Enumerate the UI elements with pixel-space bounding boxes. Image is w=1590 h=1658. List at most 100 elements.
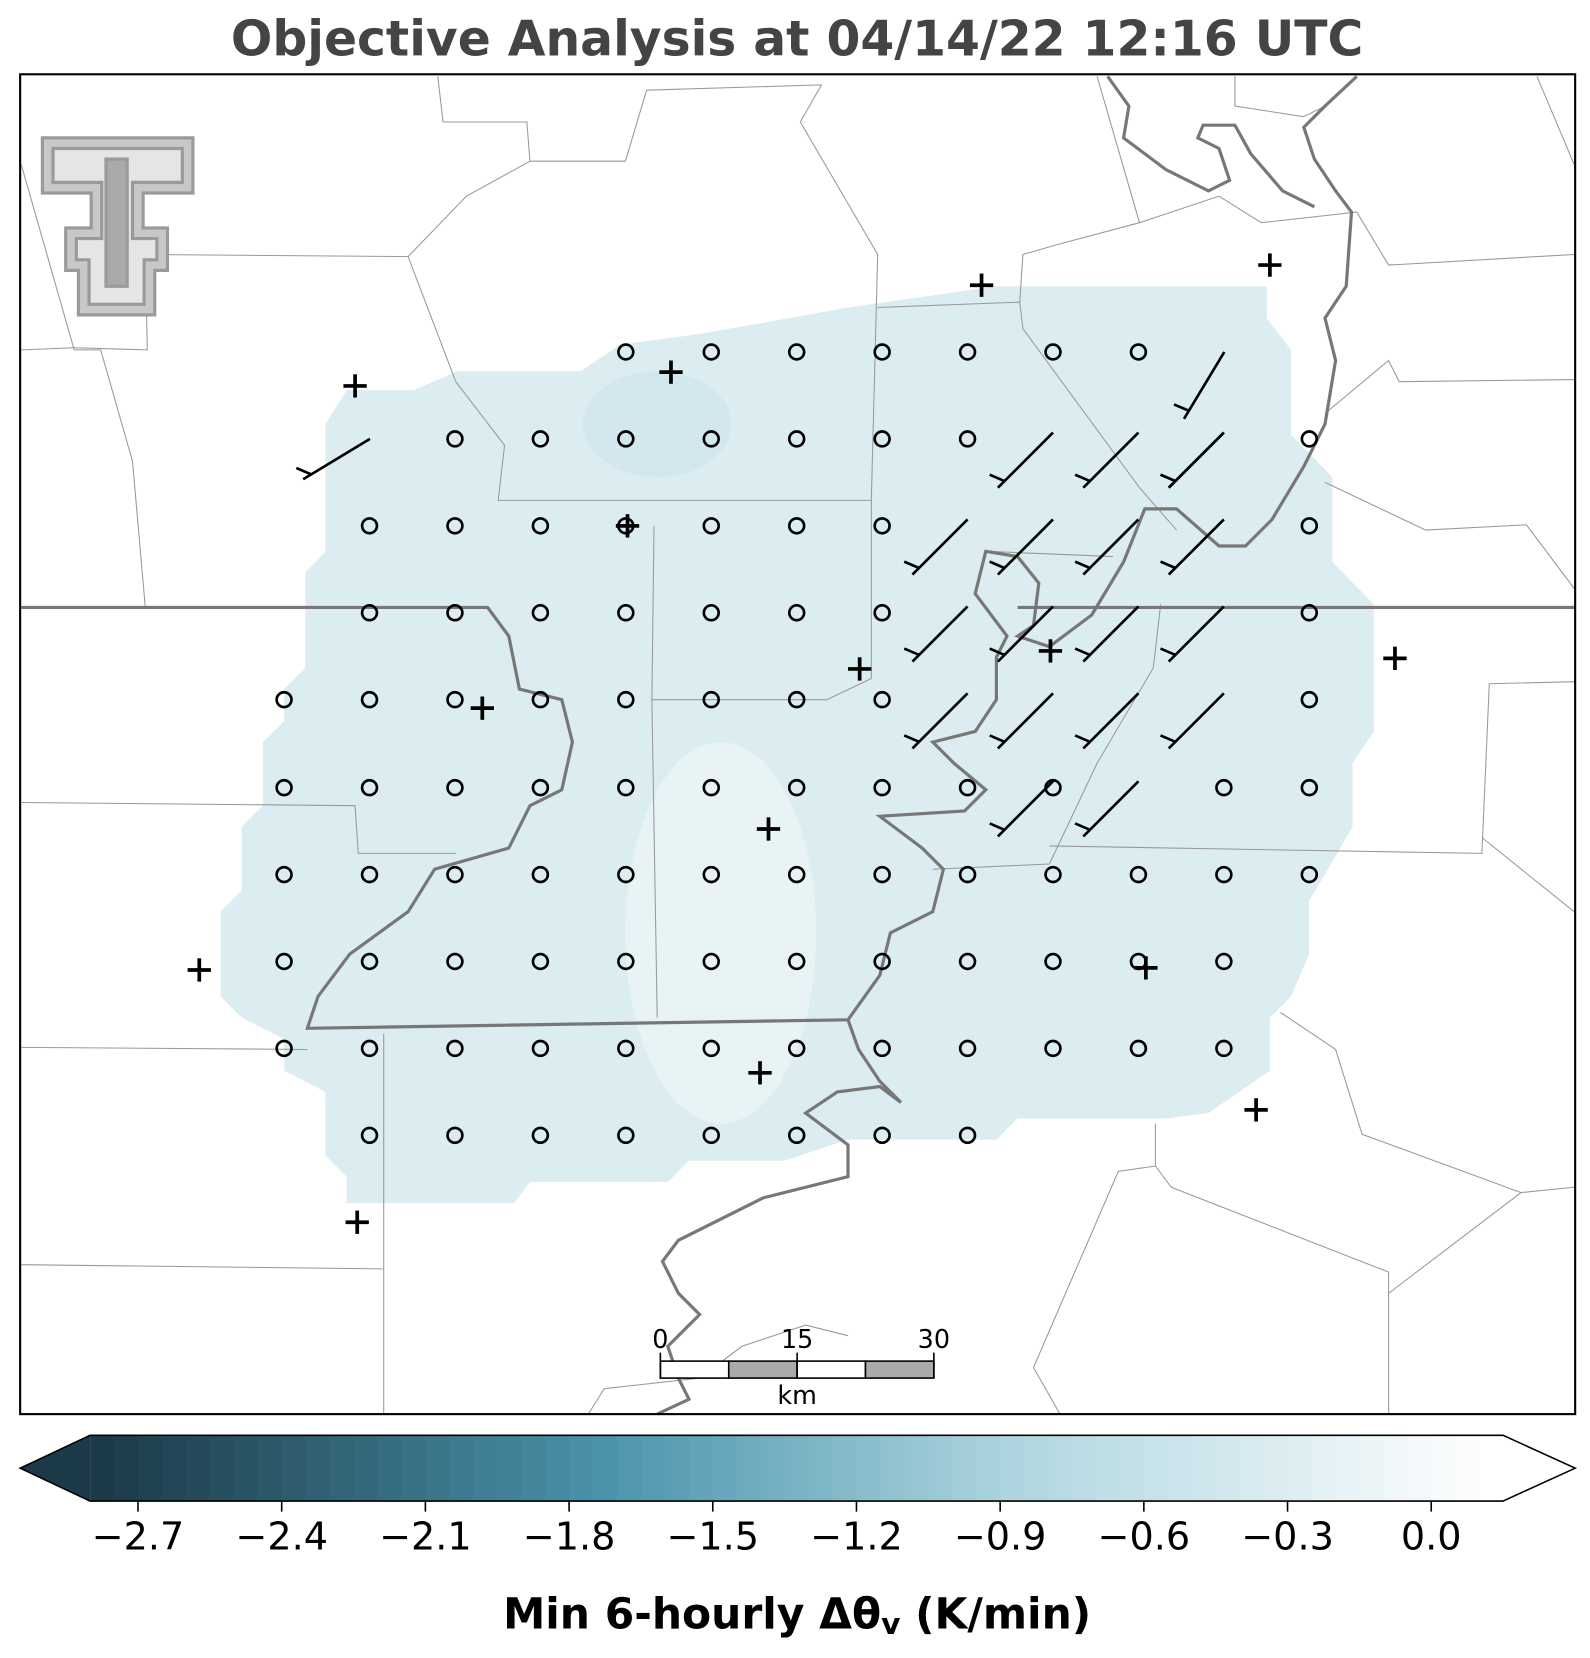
station-calm — [360, 1039, 379, 1058]
colorbar-band — [569, 1435, 594, 1502]
wind-barb — [1167, 431, 1225, 489]
colorbar-band — [616, 1435, 642, 1502]
colorbar-band — [521, 1435, 546, 1502]
station-calm — [446, 690, 464, 709]
station-calm — [1300, 690, 1319, 709]
station-calm — [617, 778, 635, 797]
station-calm — [1215, 952, 1233, 971]
station-calm — [1300, 517, 1319, 535]
colorbar-band — [90, 1435, 115, 1502]
colorbar-band — [305, 1435, 331, 1502]
rivers — [21, 75, 1576, 1416]
colorbar-band — [1048, 1435, 1073, 1502]
wind-barb — [996, 605, 1054, 663]
colorbar-extend-low — [20, 1435, 91, 1502]
colorbar-band — [760, 1435, 786, 1502]
wind-barb-flag — [1160, 734, 1176, 744]
wind-barb-flag — [1074, 647, 1091, 657]
station-calm — [787, 517, 806, 535]
colorbar-band — [1167, 1435, 1193, 1502]
station-calm — [531, 690, 550, 709]
station-calm — [1044, 952, 1062, 971]
colorbar-label: Min 6-hourly Δθv (K/min) — [503, 1589, 1091, 1640]
station-calm — [958, 865, 977, 884]
wind-barb-flag — [1160, 473, 1176, 483]
scale-tick-label: 15 — [781, 1324, 813, 1354]
colorbar-band — [1143, 1435, 1169, 1502]
station-calm — [531, 517, 550, 535]
colorbar-band — [257, 1435, 283, 1502]
wind-barb — [1167, 605, 1225, 663]
colorbar-band — [497, 1435, 522, 1502]
colorbar-band — [808, 1435, 834, 1502]
wind-barb — [1082, 605, 1140, 663]
colorbar-band — [784, 1435, 810, 1502]
station-calm — [446, 1039, 464, 1058]
colorbar-extend-high — [1503, 1435, 1576, 1502]
station-calm — [787, 604, 806, 622]
station-calm — [958, 778, 977, 797]
colorbar-band — [712, 1435, 738, 1502]
station-calm — [1044, 1039, 1062, 1058]
wind-barb — [1082, 518, 1140, 576]
colorbar-band — [976, 1435, 1001, 1502]
wind-barb-flag — [903, 734, 920, 744]
station-calm — [360, 604, 379, 622]
station-calm — [873, 778, 891, 797]
wind-barb-flag — [295, 466, 312, 476]
station-calm — [873, 865, 891, 884]
colorbar-tick-label: −2.7 — [92, 1515, 185, 1559]
wind-barb — [1082, 780, 1140, 838]
station-calm — [275, 690, 293, 709]
wind-barb-flag — [1074, 560, 1091, 570]
map: km 0 15 30 — [19, 73, 1577, 1416]
station-calm — [617, 690, 635, 709]
wind-barb-flag — [989, 560, 1006, 570]
colorbar-band — [401, 1435, 427, 1502]
colorbar-band — [664, 1435, 690, 1502]
wind-barb-flag — [1160, 560, 1176, 570]
station-calm — [1044, 865, 1062, 884]
wind-barb — [911, 605, 969, 663]
colorbar-band — [880, 1435, 905, 1502]
wind-barb-flag — [989, 473, 1006, 483]
colorbar-band — [1287, 1435, 1313, 1502]
colorbar-band — [1263, 1435, 1289, 1502]
wind-barb — [1182, 351, 1226, 420]
colorbar-band — [1239, 1435, 1265, 1502]
colorbar-band — [856, 1435, 882, 1502]
station-calm — [873, 952, 891, 971]
wind-barb-flag — [989, 822, 1006, 832]
colorbar-band — [640, 1435, 666, 1502]
colorbar-tick-label: 0.0 — [1401, 1515, 1462, 1559]
station-calm — [617, 604, 635, 622]
colorbar-band — [928, 1435, 953, 1502]
logo — [40, 136, 195, 317]
wind-barb-flag — [989, 647, 1006, 657]
colorbar-band — [1383, 1435, 1408, 1502]
colorbar-tick-label: −0.9 — [954, 1515, 1047, 1559]
colorbar-band — [1072, 1435, 1097, 1502]
colorbar-band — [281, 1435, 307, 1502]
station-calm — [360, 1126, 379, 1145]
station-calm — [873, 690, 891, 709]
colorbar-tick-label: −1.8 — [523, 1515, 616, 1559]
station-calm — [617, 430, 635, 448]
wind-barb — [996, 692, 1054, 750]
station-calm — [446, 1126, 464, 1145]
title: Objective Analysis at 04/14/22 12:16 UTC — [231, 11, 1363, 67]
station-calm — [702, 517, 721, 535]
station-calm — [531, 778, 550, 797]
analysis-field — [220, 286, 1374, 1204]
label-sub: v — [881, 1606, 900, 1641]
field-dark — [583, 371, 732, 478]
colorbar: Min 6-hourly Δθv (K/min) −2.7 −2.4 −2.1 −1.… — [18, 1434, 1578, 1641]
station-calm — [360, 865, 379, 884]
wind-barb — [996, 431, 1054, 489]
wind-barb-flag — [1074, 822, 1091, 832]
station-calm — [958, 343, 977, 361]
colorbar-band — [832, 1435, 858, 1502]
wind-barb — [911, 518, 969, 576]
